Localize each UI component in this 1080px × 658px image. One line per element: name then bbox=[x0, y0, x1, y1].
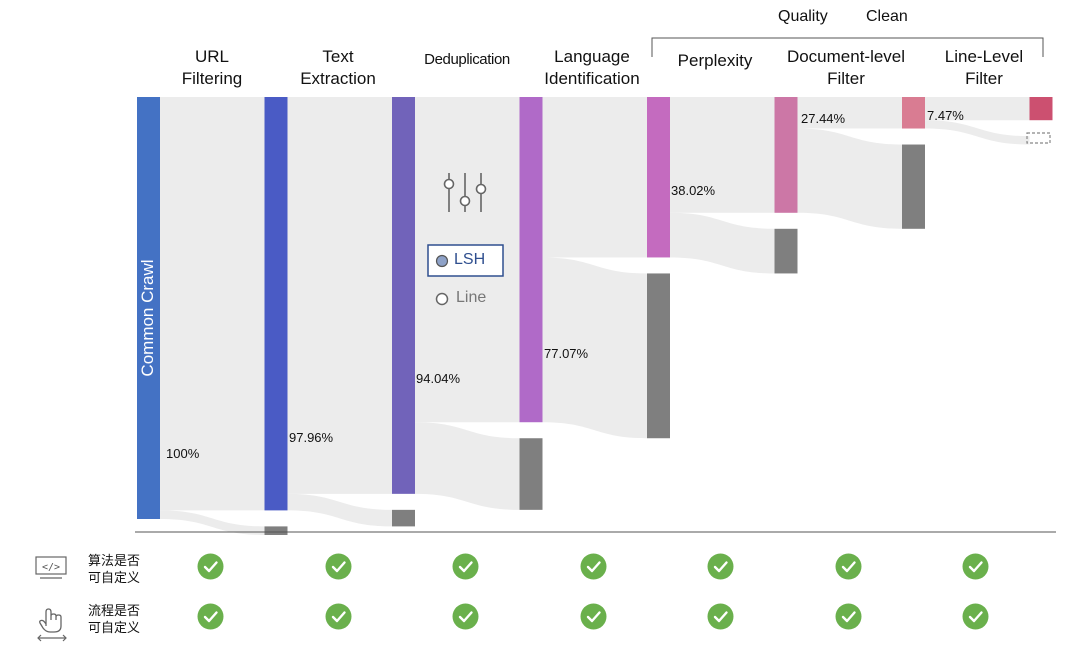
flow-dropped-document-level-filter bbox=[797, 128, 902, 229]
check-icon bbox=[197, 603, 224, 630]
lsh-radio-selected[interactable] bbox=[435, 254, 449, 268]
pct-common-crawl: 100% bbox=[166, 446, 200, 461]
line-radio-unselected[interactable] bbox=[435, 292, 449, 306]
stage-label-line-level-filter: Line-Level Filter bbox=[944, 47, 1024, 88]
flow-kept-language-identification bbox=[542, 97, 647, 258]
bar-kept-text-extraction bbox=[392, 97, 415, 494]
bar-kept-language-identification bbox=[647, 97, 670, 258]
check-icon bbox=[707, 553, 734, 580]
bar-dropped-deduplication bbox=[519, 438, 543, 510]
flow-kept-perplexity bbox=[670, 97, 775, 213]
svg-text:</>: </> bbox=[42, 562, 60, 573]
bar-dropped-url-filtering bbox=[264, 526, 288, 535]
stage-label-text-extraction: Text Extraction bbox=[300, 47, 376, 88]
pct-perplexity: 27.44% bbox=[801, 111, 846, 126]
stage-label-perplexity: Perplexity bbox=[677, 51, 753, 70]
sankey-flows bbox=[160, 97, 1030, 535]
pct-language-identification: 38.02% bbox=[671, 183, 716, 198]
bar-dropped-document-level-filter bbox=[902, 144, 925, 229]
flow-kept-document-level-filter bbox=[797, 97, 902, 129]
code-icon: </> bbox=[35, 556, 67, 579]
line-option-label[interactable]: Line bbox=[456, 289, 487, 306]
bar-kept-document-level-filter bbox=[902, 97, 925, 129]
flow-dropped-url-filtering bbox=[160, 510, 265, 535]
bar-kept-perplexity bbox=[774, 97, 798, 213]
stage-label-common-crawl: Common Crawl bbox=[138, 259, 157, 377]
bar-dropped-language-identification bbox=[647, 273, 670, 439]
lsh-option-label[interactable]: LSH bbox=[454, 251, 486, 268]
stage-label-language-identification: Language Identification bbox=[544, 47, 640, 88]
pct-text-extraction: 94.04% bbox=[416, 371, 461, 386]
line-level-dropped-box bbox=[1026, 132, 1051, 144]
stage-label-url-filtering: URL Filtering bbox=[181, 47, 243, 88]
check-icon bbox=[325, 553, 352, 580]
flow-kept-url-filtering bbox=[160, 97, 265, 511]
row-label-algorithm: 算法是否 可自定义 bbox=[88, 553, 141, 585]
check-icon bbox=[962, 553, 989, 580]
flow-kept-text-extraction bbox=[287, 97, 392, 494]
check-icon bbox=[835, 553, 862, 580]
check-icon bbox=[707, 603, 734, 630]
check-icon bbox=[962, 603, 989, 630]
bar-kept-deduplication bbox=[519, 97, 543, 423]
flow-dropped-line-level-filter bbox=[925, 120, 1030, 145]
check-icon bbox=[452, 553, 479, 580]
bar-kept-common-crawl bbox=[137, 97, 160, 519]
quality-clean-bracket bbox=[651, 37, 1044, 57]
flow-dropped-deduplication bbox=[415, 422, 520, 510]
bar-kept-line-level-filter bbox=[1029, 97, 1053, 121]
pct-url-filtering: 97.96% bbox=[289, 430, 334, 445]
check-icon bbox=[452, 603, 479, 630]
sliders-icon bbox=[443, 173, 487, 212]
check-icon bbox=[580, 553, 607, 580]
touch-swipe-icon bbox=[37, 608, 67, 642]
check-icon bbox=[835, 603, 862, 630]
stage-label-document-level-filter: Document-level Filter bbox=[786, 47, 906, 88]
flow-dropped-text-extraction bbox=[287, 493, 392, 527]
sankey-bars bbox=[137, 97, 1053, 535]
flow-dropped-language-identification bbox=[542, 257, 647, 439]
bar-kept-url-filtering bbox=[264, 97, 288, 511]
stage-label-deduplication: Deduplication bbox=[424, 51, 510, 68]
check-icon bbox=[325, 603, 352, 630]
flow-dropped-perplexity bbox=[670, 212, 775, 274]
check-icon bbox=[580, 603, 607, 630]
bar-dropped-text-extraction bbox=[392, 509, 415, 527]
quality-label: Quality bbox=[778, 8, 828, 25]
pct-document-level-filter: 7.47% bbox=[927, 108, 964, 123]
check-icon bbox=[197, 553, 224, 580]
row-label-process: 流程是否 可自定义 bbox=[88, 603, 141, 635]
bar-dropped-perplexity bbox=[774, 228, 798, 274]
flow-kept-line-level-filter bbox=[925, 97, 1030, 121]
pct-deduplication: 77.07% bbox=[544, 346, 589, 361]
clean-label: Clean bbox=[866, 8, 908, 25]
